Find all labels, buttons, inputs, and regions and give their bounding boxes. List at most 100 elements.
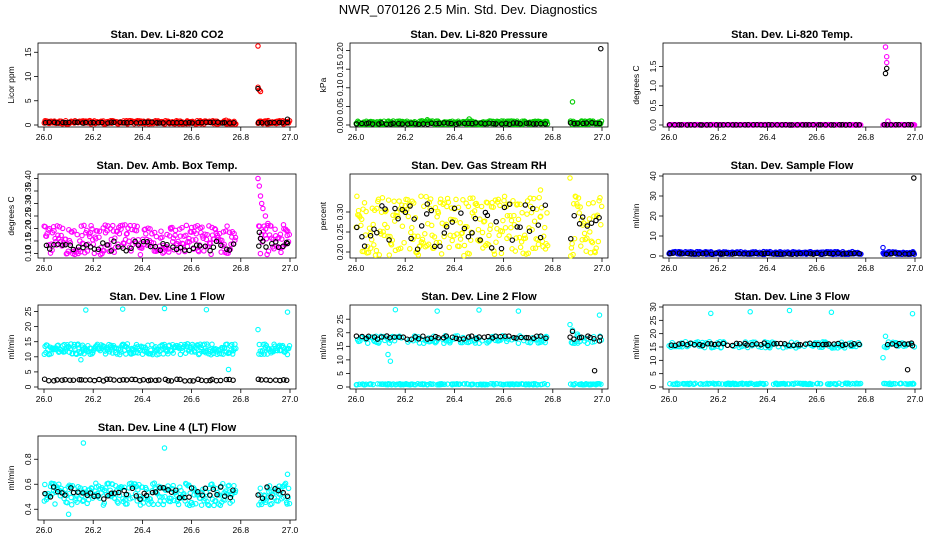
data-point [508,224,514,231]
y-axis-label: kPa [318,77,328,92]
data-point [896,251,903,257]
data-point [365,333,372,340]
y-tick-label: 20 [335,328,345,338]
data-point [268,494,274,500]
data-point [703,250,710,256]
data-point [418,223,425,229]
data-point [175,238,181,245]
data-point [368,381,374,387]
plot-frame [349,173,609,259]
data-point [387,233,393,240]
data-point [457,236,464,242]
data-point [435,335,442,341]
data-point [261,223,267,229]
data-point [402,209,409,216]
data-point [43,242,50,249]
data-point [226,247,233,253]
data-point [202,243,208,249]
data-point [105,120,111,126]
data-point [197,243,203,249]
data-point [578,243,584,249]
data-point [794,251,800,257]
y-tick-label: 0 [648,253,658,258]
data-point [76,377,83,383]
data-point [67,240,74,246]
data-point [59,377,65,383]
data-point [717,122,723,128]
outlier-point [387,358,394,364]
x-tick-label: 27.0 [282,263,299,273]
data-point [745,122,751,128]
data-point [401,239,407,246]
data-point [744,342,750,348]
data-point [286,231,293,238]
data-point [62,119,69,126]
x-tick-label: 26.6 [183,263,200,273]
y-tick-label: 10 [648,231,658,241]
data-point [74,499,80,505]
panel-8: Stan. Dev. Line 2 Flow 26.0 26.2 26.4 26.6 26… [318,291,611,404]
data-point [42,490,48,497]
data-point [461,225,468,232]
data-point [777,251,784,257]
data-point [75,489,81,495]
outlier-point [80,440,87,446]
data-point [394,381,400,387]
data-point [667,250,673,257]
data-point [144,239,150,245]
data-point [91,377,98,384]
x-tick-label: 26.2 [710,394,727,404]
series-points [41,43,293,127]
outlier-point [256,183,263,189]
x-tick-label: 26.0 [348,394,365,404]
series-points [41,305,293,373]
data-point [285,345,292,352]
data-point [411,216,417,222]
x-tick-label: 26.4 [446,394,463,404]
data-point [75,244,82,250]
series-markers [667,175,917,257]
data-point [797,342,804,348]
outlier-point [567,321,573,328]
panel-title: Stan. Dev. Li-820 Pressure [410,29,547,41]
data-point [378,334,385,340]
data-point [48,241,55,247]
data-point [519,209,525,216]
data-point [795,341,802,348]
x-tick-label: 26.4 [759,263,776,273]
data-point [278,249,284,256]
panel-title: Stan. Dev. Li-820 Temp. [731,29,853,41]
data-point [418,193,424,199]
data-point [453,196,459,203]
data-point [445,120,451,126]
y-tick-label: 25 [23,307,33,317]
outlier-point [596,312,603,318]
data-point [210,486,217,493]
data-point [196,248,202,255]
data-point [567,120,574,126]
data-point [111,249,117,256]
data-point [111,119,117,126]
data-point [584,223,591,229]
outlier-point [203,306,210,313]
data-point [371,242,377,248]
data-point [392,205,398,212]
data-point [498,250,505,257]
data-point [56,481,62,488]
data-point [467,195,473,202]
data-point [692,380,698,387]
data-point [166,342,173,349]
data-point [479,229,486,236]
data-point [409,224,415,231]
data-point [213,498,219,504]
data-point [704,122,710,128]
outlier-point [161,305,168,312]
data-point [465,203,472,210]
data-point [52,501,58,507]
x-tick-label: 26.0 [348,263,365,273]
data-point [593,245,599,251]
data-point [72,119,78,125]
data-point [684,122,691,128]
y-tick-label: 1.0 [648,80,658,92]
data-point [469,230,475,236]
